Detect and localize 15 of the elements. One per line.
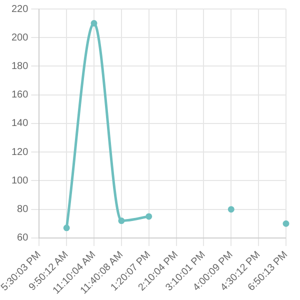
point <box>146 213 152 220</box>
point <box>282 220 290 227</box>
y-tick-label: 220 <box>11 4 29 15</box>
point <box>90 20 98 27</box>
point <box>228 206 234 213</box>
y-tick-label: 200 <box>11 32 29 44</box>
point <box>118 218 125 224</box>
y-tick-label: 160 <box>11 90 29 101</box>
point <box>63 224 70 232</box>
y-tick-label: 80 <box>17 204 29 216</box>
y-tick-label: 60 <box>17 232 29 244</box>
y-tick-label: 180 <box>11 60 29 72</box>
y-tick-label: 120 <box>11 146 29 158</box>
y-tick-label: 100 <box>11 175 29 186</box>
y-tick-label: 140 <box>11 118 29 130</box>
